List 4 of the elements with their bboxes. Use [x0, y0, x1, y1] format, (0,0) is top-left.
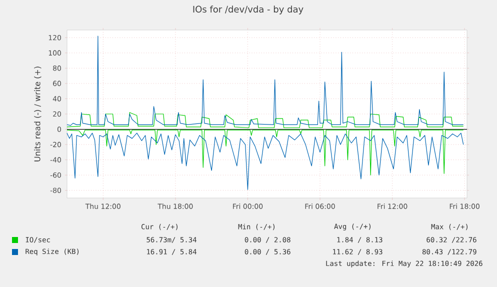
y-axis-title: Units read (-) / write (+) — [34, 66, 42, 162]
line-series — [66, 132, 464, 190]
chart-title: IOs for /dev/vda - by day — [193, 6, 304, 14]
line-series — [66, 36, 464, 126]
